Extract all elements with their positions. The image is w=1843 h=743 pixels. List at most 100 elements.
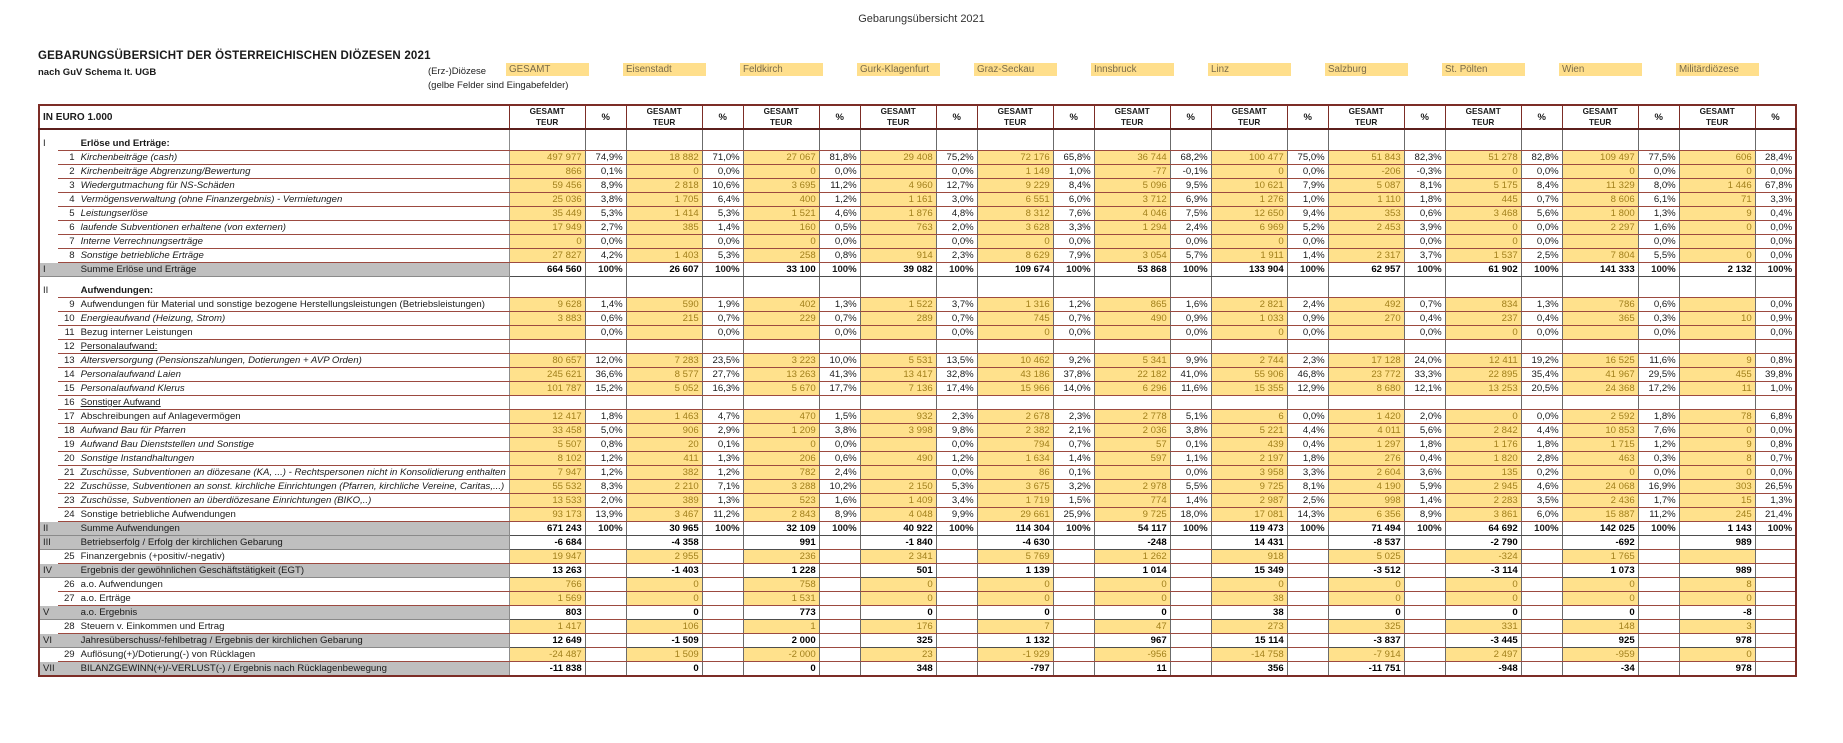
input-cell[interactable]: 8 680 [1327,381,1405,396]
input-cell[interactable]: 43 186 [976,367,1054,382]
input-cell[interactable]: 2 382 [976,423,1054,438]
input-cell[interactable]: 3 958 [1210,465,1288,480]
diocese-header-wien[interactable]: Wien [1559,63,1642,76]
diocese-header-gesamt[interactable]: GESAMT [506,63,589,76]
input-cell[interactable]: 5 052 [625,381,703,396]
input-cell[interactable]: 6 296 [1093,381,1171,396]
input-cell[interactable]: 80 657 [508,353,586,368]
input-cell[interactable]: 101 787 [508,381,586,396]
input-cell[interactable]: 758 [742,577,820,592]
input-cell[interactable]: 0 [1561,591,1639,606]
input-cell[interactable]: 2 978 [1093,479,1171,494]
input-cell[interactable]: 2 778 [1093,409,1171,424]
input-cell[interactable]: 8 102 [508,451,586,466]
input-cell[interactable]: 270 [1327,311,1405,326]
input-cell[interactable]: 229 [742,311,820,326]
input-cell[interactable]: 71 [1678,192,1756,207]
input-cell[interactable]: 0 [742,437,820,452]
input-cell[interactable]: 303 [1678,479,1756,494]
input-cell[interactable]: 38 [1210,591,1288,606]
input-cell[interactable]: 3 712 [1093,192,1171,207]
input-cell[interactable]: -14 758 [1210,647,1288,662]
input-cell[interactable]: 10 [1678,311,1756,326]
input-cell[interactable]: 24 068 [1561,479,1639,494]
input-cell[interactable]: 4 046 [1093,206,1171,221]
input-cell[interactable]: 2 150 [859,479,937,494]
input-cell[interactable]: 0 [976,325,1054,340]
input-cell[interactable] [625,325,703,340]
input-cell[interactable]: 4 960 [859,178,937,193]
input-cell[interactable]: 1 276 [1210,192,1288,207]
input-cell[interactable]: 1 800 [1561,206,1639,221]
input-cell[interactable]: 3 468 [1444,206,1522,221]
input-cell[interactable]: 0 [976,577,1054,592]
input-cell[interactable]: 1 569 [508,591,586,606]
input-cell[interactable]: 0 [1444,164,1522,179]
input-cell[interactable]: 33 458 [508,423,586,438]
input-cell[interactable]: 12 411 [1444,353,1522,368]
input-cell[interactable]: -2 000 [742,647,820,662]
input-cell[interactable]: 470 [742,409,820,424]
input-cell[interactable]: 215 [625,311,703,326]
input-cell[interactable]: 1 316 [976,297,1054,312]
input-cell[interactable]: 29 408 [859,150,937,165]
input-cell[interactable]: 86 [976,465,1054,480]
input-cell[interactable]: 5 096 [1093,178,1171,193]
input-cell[interactable]: 11 [1678,381,1756,396]
input-cell[interactable]: 9 628 [508,297,586,312]
input-cell[interactable]: 2 341 [859,549,937,564]
input-cell[interactable]: 78 [1678,409,1756,424]
input-cell[interactable]: 4 190 [1327,479,1405,494]
input-cell[interactable]: 273 [1210,619,1288,634]
input-cell[interactable]: 0 [742,164,820,179]
input-cell[interactable]: 9 229 [976,178,1054,193]
input-cell[interactable]: 7 [976,619,1054,634]
input-cell[interactable]: 23 [859,647,937,662]
input-cell[interactable]: 1 531 [742,591,820,606]
input-cell[interactable]: 0 [1327,591,1405,606]
input-cell[interactable]: 41 967 [1561,367,1639,382]
input-cell[interactable]: 1 209 [742,423,820,438]
input-cell[interactable]: 3 675 [976,479,1054,494]
input-cell[interactable]: 0 [1210,577,1288,592]
input-cell[interactable]: -7 914 [1327,647,1405,662]
input-cell[interactable]: 1 509 [625,647,703,662]
input-cell[interactable]: 7 136 [859,381,937,396]
input-cell[interactable]: 1 463 [625,409,703,424]
input-cell[interactable]: 57 [1093,437,1171,452]
input-cell[interactable]: 914 [859,248,937,263]
input-cell[interactable]: 0 [1444,234,1522,249]
input-cell[interactable]: 17 949 [508,220,586,235]
input-cell[interactable]: -77 [1093,164,1171,179]
input-cell[interactable]: 2 210 [625,479,703,494]
input-cell[interactable]: 2 842 [1444,423,1522,438]
input-cell[interactable]: 9 [1678,206,1756,221]
input-cell[interactable]: 402 [742,297,820,312]
input-cell[interactable]: 325 [1327,619,1405,634]
input-cell[interactable]: 13 253 [1444,381,1522,396]
input-cell[interactable]: -324 [1444,549,1522,564]
input-cell[interactable]: 0 [742,234,820,249]
input-cell[interactable]: 0 [1444,325,1522,340]
input-cell[interactable]: 5 025 [1327,549,1405,564]
input-cell[interactable] [1093,234,1171,249]
input-cell[interactable]: 3 695 [742,178,820,193]
input-cell[interactable]: 5 341 [1093,353,1171,368]
input-cell[interactable] [859,437,937,452]
input-cell[interactable]: 2 497 [1444,647,1522,662]
input-cell[interactable]: 523 [742,493,820,508]
input-cell[interactable]: 7 283 [625,353,703,368]
input-cell[interactable]: 13 417 [859,367,937,382]
input-cell[interactable]: 4 048 [859,507,937,522]
input-cell[interactable]: 0 [1678,164,1756,179]
input-cell[interactable]: 100 477 [1210,150,1288,165]
input-cell[interactable]: 3 054 [1093,248,1171,263]
input-cell[interactable]: 0 [1678,647,1756,662]
input-cell[interactable]: 439 [1210,437,1288,452]
input-cell[interactable]: 13 263 [742,367,820,382]
input-cell[interactable]: 10 621 [1210,178,1288,193]
input-cell[interactable]: 455 [1678,367,1756,382]
input-cell[interactable]: 35 449 [508,206,586,221]
input-cell[interactable]: 2 604 [1327,465,1405,480]
input-cell[interactable]: 998 [1327,493,1405,508]
